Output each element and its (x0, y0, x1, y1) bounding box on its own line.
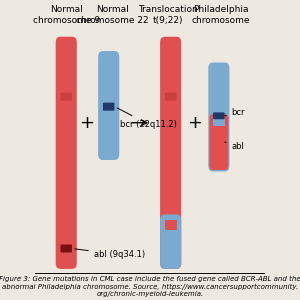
Bar (165, 220, 177, 230)
Text: Normal
chromosome 22: Normal chromosome 22 (76, 5, 148, 25)
Text: Figure 3: Gene mutations in CML case include the fused gene called BCR-ABL and t: Figure 3: Gene mutations in CML case inc… (0, 276, 300, 297)
FancyBboxPatch shape (165, 93, 176, 101)
Text: abl: abl (225, 142, 244, 151)
Text: Normal
chromosome 9: Normal chromosome 9 (33, 5, 100, 25)
FancyBboxPatch shape (103, 103, 114, 111)
FancyBboxPatch shape (213, 112, 225, 119)
Text: Translocation
t(9;22): Translocation t(9;22) (139, 5, 198, 25)
Text: bcr (22q11.2): bcr (22q11.2) (117, 108, 177, 129)
FancyBboxPatch shape (160, 37, 181, 269)
Text: bcr: bcr (225, 109, 245, 118)
Text: Philadelphia
chromosome: Philadelphia chromosome (192, 5, 250, 25)
FancyBboxPatch shape (98, 51, 119, 160)
Bar (213, 118, 225, 126)
Text: abl (9q34.1): abl (9q34.1) (75, 249, 145, 259)
FancyBboxPatch shape (61, 244, 72, 253)
FancyBboxPatch shape (209, 114, 228, 170)
Text: +: + (187, 114, 202, 132)
FancyBboxPatch shape (56, 37, 77, 269)
FancyBboxPatch shape (160, 214, 181, 269)
Text: +: + (80, 114, 94, 132)
FancyBboxPatch shape (61, 93, 72, 101)
FancyBboxPatch shape (208, 62, 230, 171)
